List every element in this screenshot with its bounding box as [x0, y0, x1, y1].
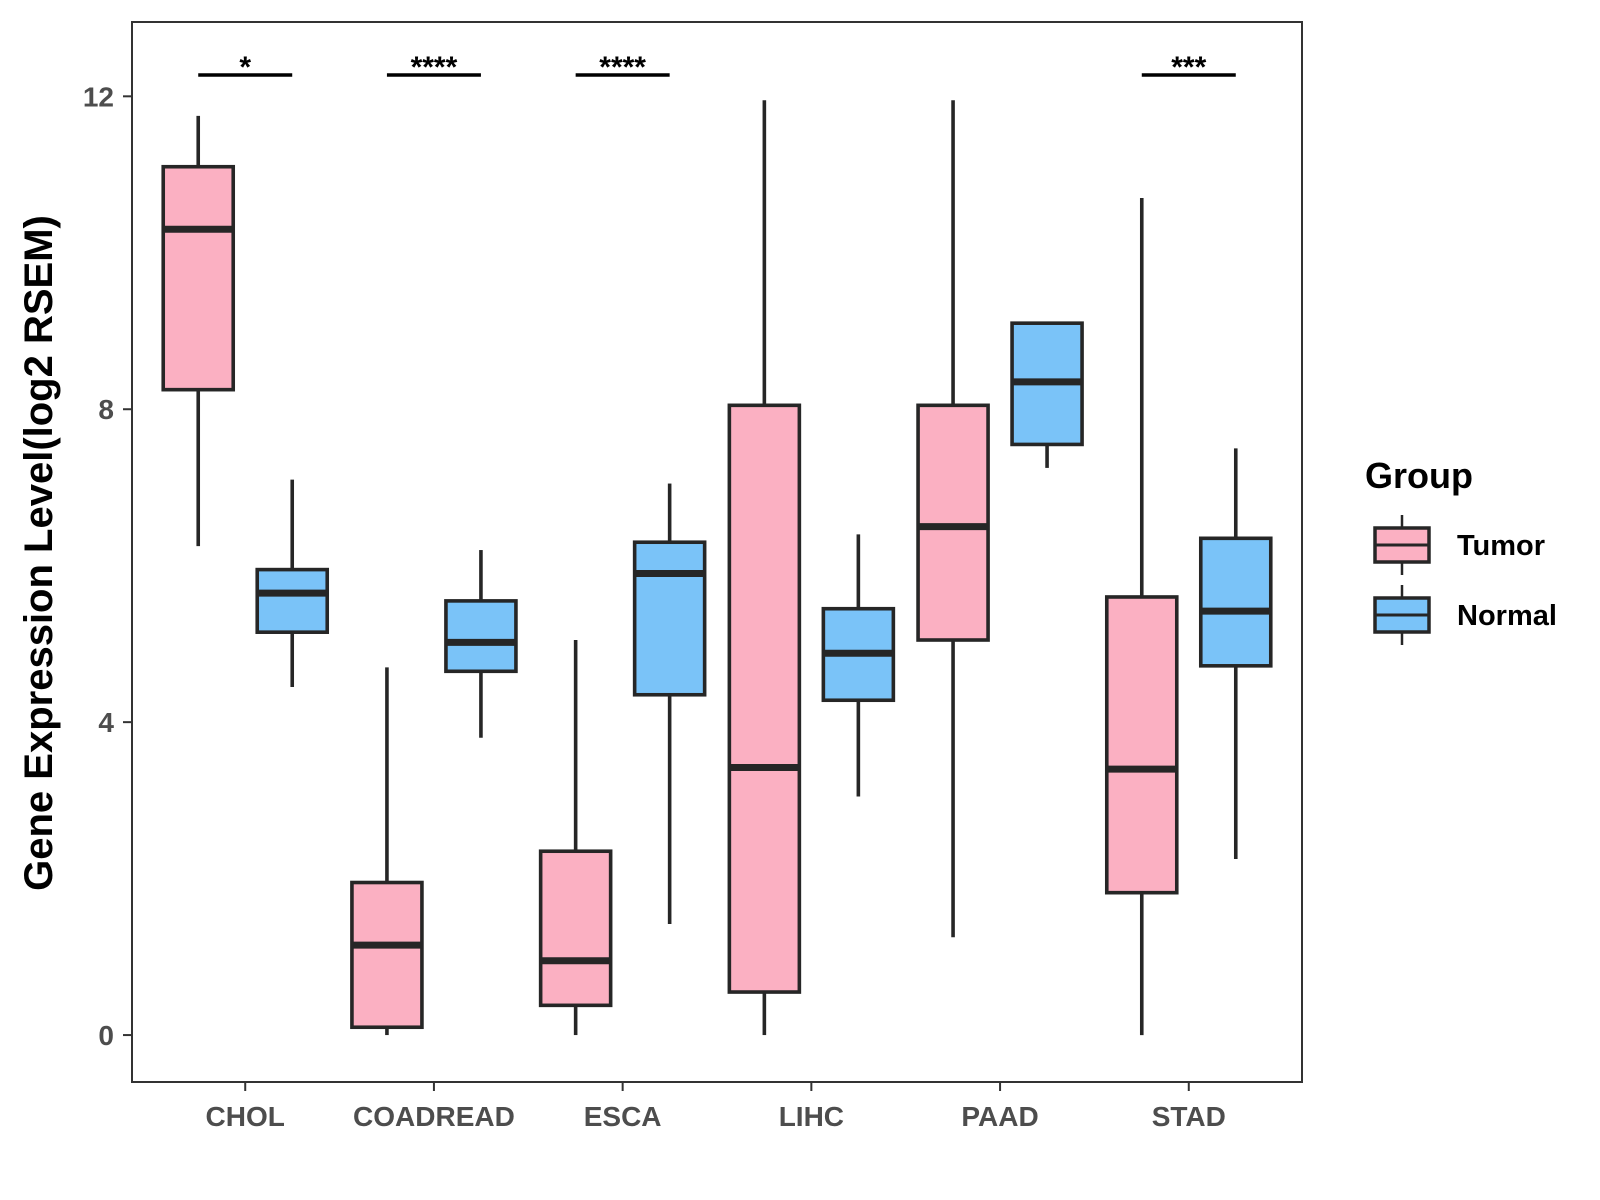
x-tick-label-lihc: LIHC	[779, 1101, 844, 1132]
box-tumor-lihc	[727, 403, 802, 994]
significance-label-stad: ***	[1171, 51, 1206, 84]
significance-label-esca: ****	[599, 51, 646, 84]
legend-item-normal: Normal	[1373, 585, 1557, 645]
legend-label-normal: Normal	[1457, 600, 1557, 632]
axes: 0 4 8 12 CHOL COADREAD ESCA LIHC PAAD STAD	[83, 21, 1303, 1132]
x-tick-label-coadread: COADREAD	[353, 1101, 515, 1132]
y-tick-label-0: 0	[98, 1020, 114, 1051]
y-tick-label-4: 4	[98, 707, 114, 738]
box-tumor-esca	[538, 849, 613, 1008]
plot-panel-border	[131, 21, 1303, 1083]
box-tumor-stad	[1104, 595, 1179, 895]
y-tick-label-12: 12	[83, 81, 114, 112]
x-tick-label-esca: ESCA	[584, 1101, 662, 1132]
box-normal-stad	[1198, 536, 1273, 668]
legend: Group Tumor Normal	[1365, 455, 1557, 645]
plot-area: * **** **** ***	[161, 51, 1273, 1036]
legend-label-tumor: Tumor	[1457, 530, 1545, 562]
box-normal-coadread	[444, 599, 518, 674]
legend-title: Group	[1365, 455, 1473, 496]
box-normal-chol	[255, 567, 330, 634]
box-tumor-chol	[161, 164, 236, 392]
significance-label-coadread: ****	[411, 51, 458, 84]
x-tick-label-paad: PAAD	[961, 1101, 1038, 1132]
x-tick-label-chol: CHOL	[206, 1101, 285, 1132]
x-tick-label-stad: STAD	[1152, 1101, 1226, 1132]
box-tumor-coadread	[350, 880, 424, 1030]
y-tick-label-8: 8	[98, 394, 114, 425]
y-axis-title: Gene Expression Level(log2 RSEM)	[17, 215, 61, 891]
box-normal-esca	[632, 540, 707, 697]
significance-label-chol: *	[239, 51, 251, 84]
legend-item-tumor: Tumor	[1373, 515, 1545, 575]
series-normal	[255, 321, 1273, 924]
series-tumor	[161, 100, 1179, 1036]
box-tumor-paad	[916, 403, 990, 642]
